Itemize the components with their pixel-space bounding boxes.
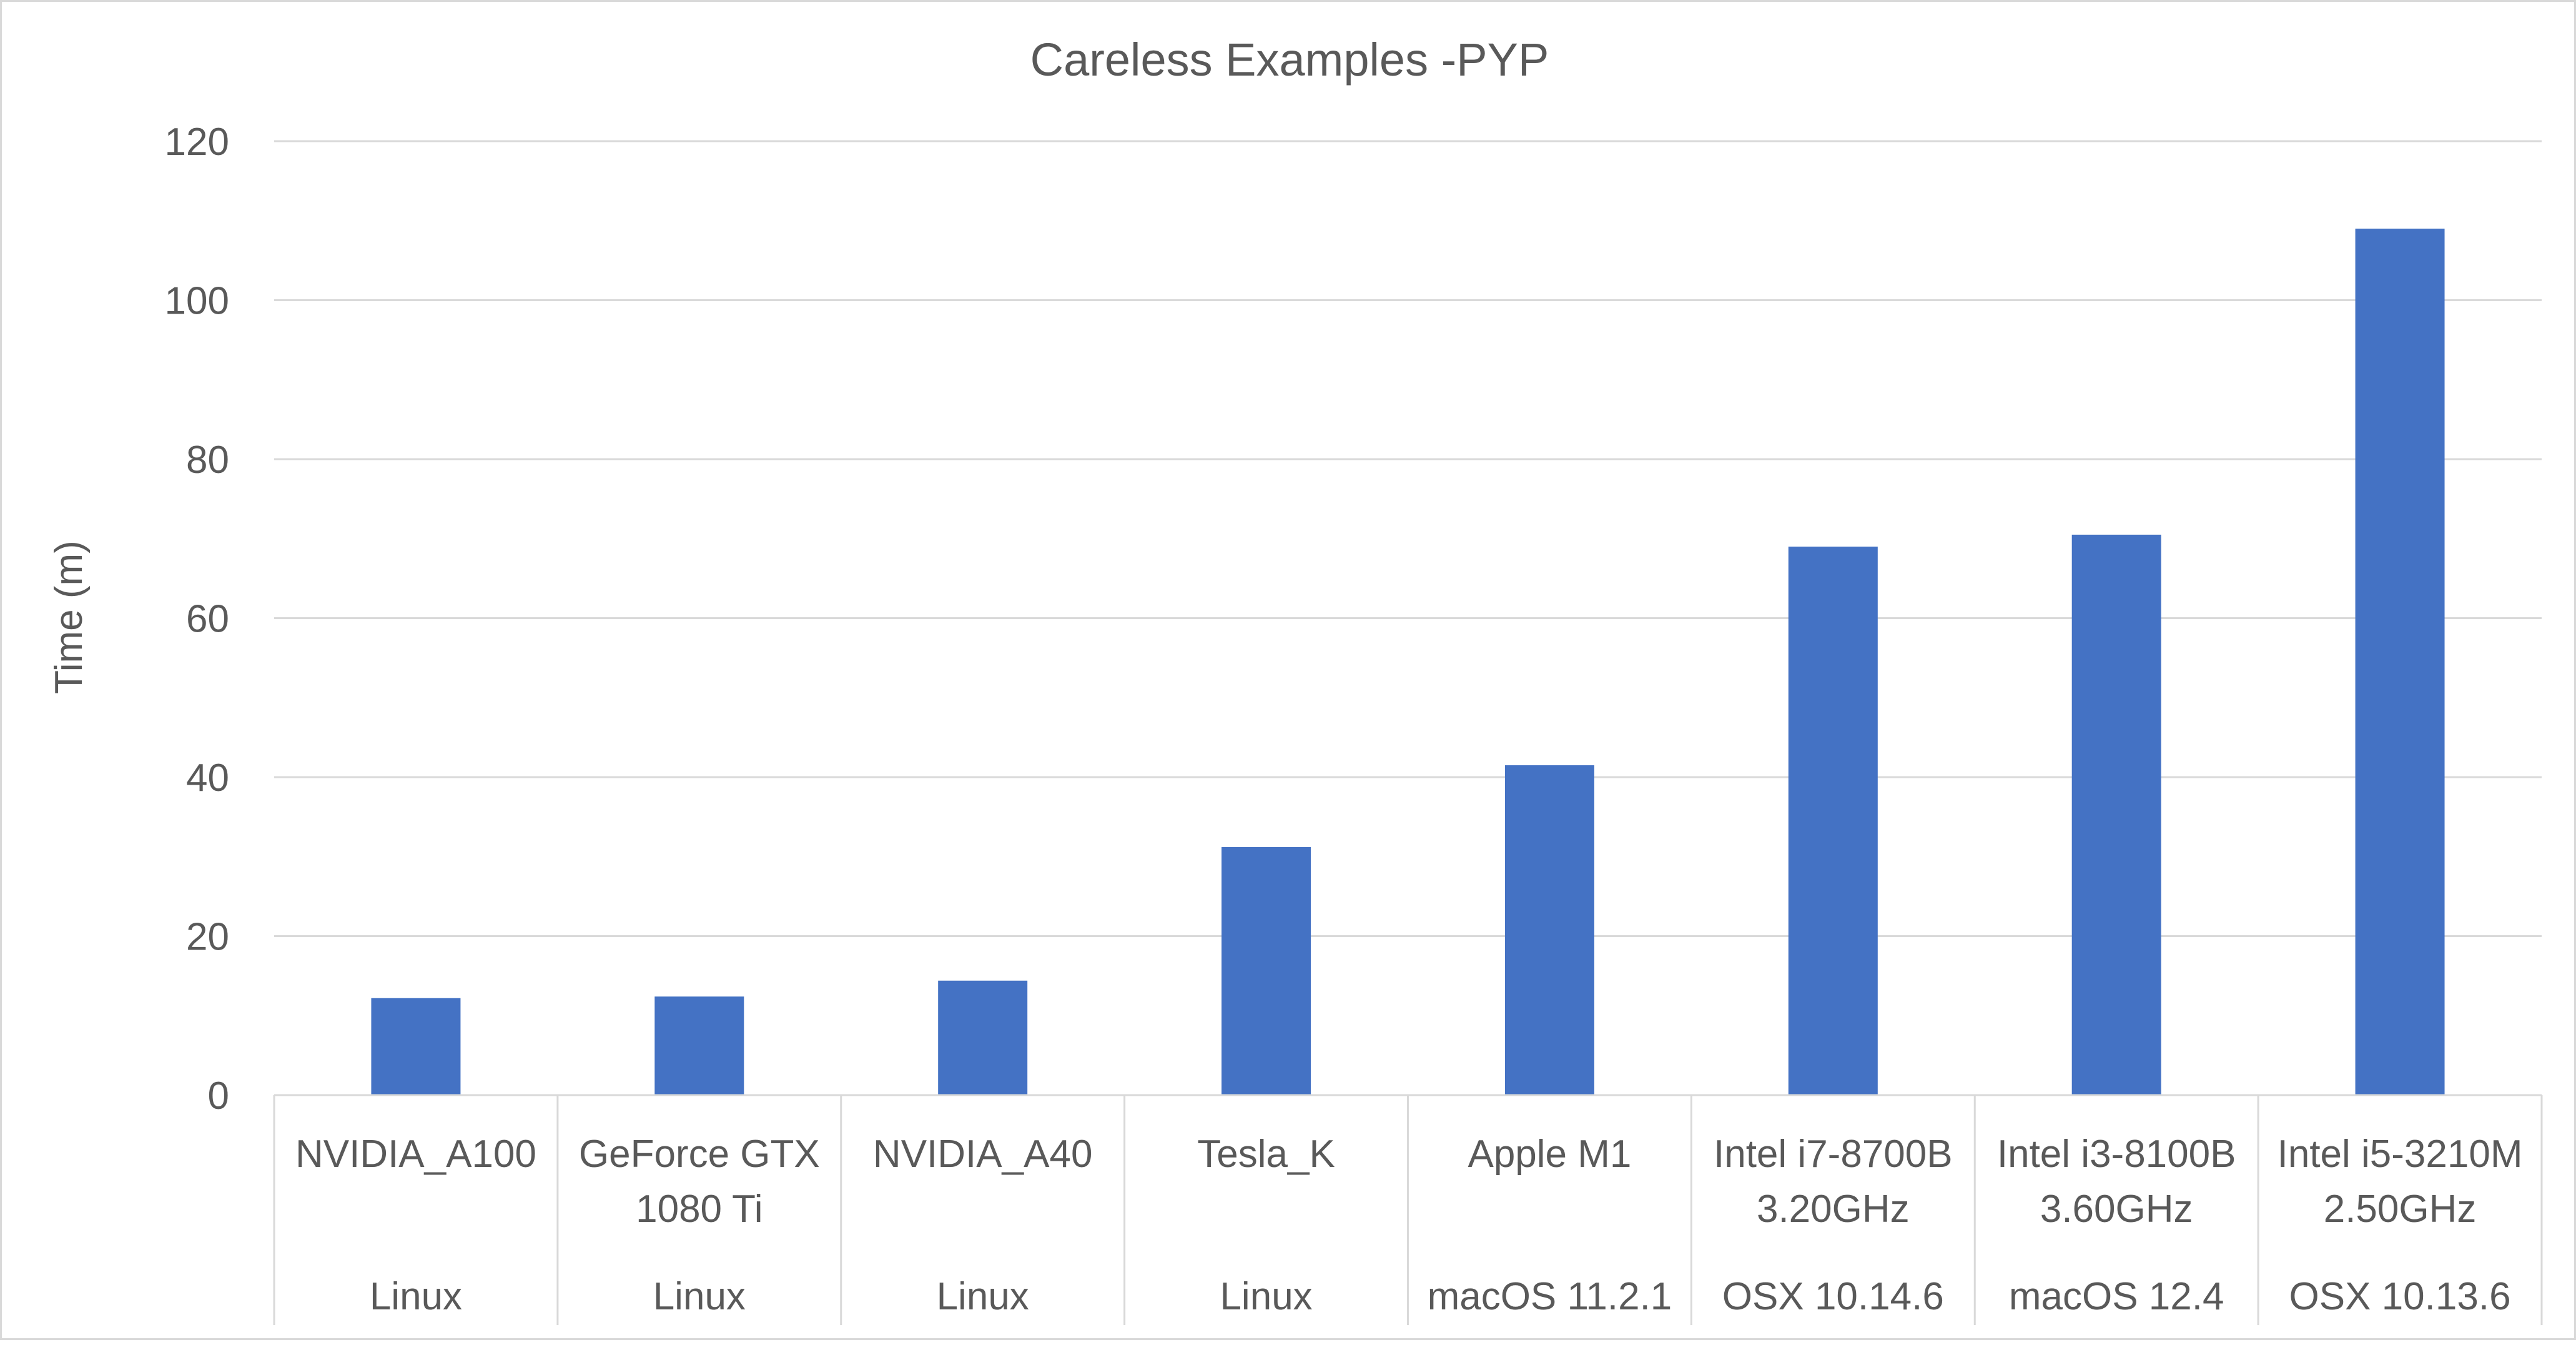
x-category-label: Apple M1 <box>1468 1133 1631 1176</box>
y-tick-label: 0 <box>208 1075 229 1118</box>
y-tick-label: 40 <box>186 757 229 800</box>
x-category-label: 2.50GHz <box>2324 1188 2477 1231</box>
x-group-label: Linux <box>1220 1275 1312 1318</box>
bar <box>2071 534 2161 1095</box>
x-group-label: macOS 12.4 <box>2009 1275 2224 1318</box>
bar <box>654 996 744 1095</box>
y-tick-label: 60 <box>186 598 229 641</box>
bar <box>938 980 1028 1095</box>
y-tick-label: 20 <box>186 916 229 959</box>
y-axis-title: Time (m) <box>47 540 91 694</box>
x-group-label: macOS 11.2.1 <box>1428 1275 1672 1318</box>
bar <box>371 998 461 1095</box>
bars <box>371 228 2445 1096</box>
x-group-label: Linux <box>653 1275 746 1318</box>
gridlines <box>274 140 2542 937</box>
y-tick-label: 120 <box>165 121 229 164</box>
y-axis-ticks: 0 20 40 60 80 100 120 <box>165 121 229 1118</box>
x-category-label: Intel i5-3210M <box>2277 1133 2523 1176</box>
x-category-label: 1080 Ti <box>636 1188 762 1231</box>
x-category-label: NVIDIA_A40 <box>873 1133 1093 1176</box>
y-tick-label: 100 <box>165 280 229 323</box>
bar <box>1504 765 1594 1095</box>
bar <box>1221 846 1311 1095</box>
x-category-label: Intel i7-8700B <box>1714 1133 1953 1176</box>
x-category-label: NVIDIA_A100 <box>295 1133 536 1176</box>
x-category-label: GeForce GTX <box>579 1133 820 1176</box>
x-category-label: 3.60GHz <box>2040 1188 2193 1231</box>
bar <box>2355 228 2445 1096</box>
x-category-label: Intel i3-8100B <box>1997 1133 2236 1176</box>
chart-title: Careless Examples -PYP <box>1030 34 1549 86</box>
x-group-label: Linux <box>370 1275 462 1318</box>
x-group-label: Linux <box>937 1275 1029 1318</box>
bar <box>1788 546 1878 1095</box>
x-group-label: OSX 10.13.6 <box>2289 1275 2511 1318</box>
y-tick-label: 80 <box>186 439 229 482</box>
x-axis: NVIDIA_A100 Linux GeForce GTX 1080 Ti Linux N… <box>273 1094 2543 1325</box>
x-category-label: Tesla_K <box>1197 1133 1335 1176</box>
x-category-label: 3.20GHz <box>1757 1188 1910 1231</box>
x-group-label: OSX 10.14.6 <box>1722 1275 1944 1318</box>
